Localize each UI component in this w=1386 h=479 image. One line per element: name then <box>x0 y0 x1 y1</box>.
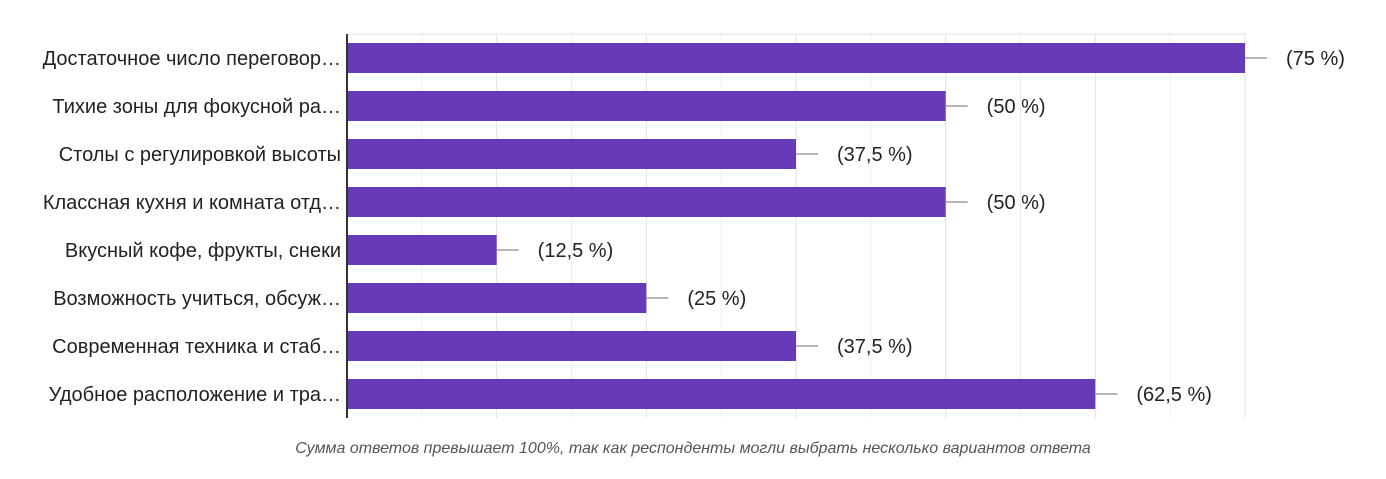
chart-footnote: Сумма ответов превышает 100%, так как ре… <box>295 440 1091 457</box>
bar <box>347 139 796 169</box>
category-label: Столы с регулировкой высоты <box>59 144 341 166</box>
bar <box>347 283 647 313</box>
category-label: Достаточное число переговор… <box>43 48 341 70</box>
bar-value-label: (25 %) <box>687 288 746 310</box>
bar <box>347 379 1096 409</box>
bar-value-label: (50 %) <box>987 192 1046 214</box>
category-label: Вкусный кофе, фрукты, снеки <box>65 240 341 262</box>
bar <box>347 235 497 265</box>
bar-value-label: (37,5 %) <box>837 336 913 358</box>
category-label: Возможность учиться, обсуж… <box>53 288 341 310</box>
bar <box>347 43 1245 73</box>
bar-value-label: (50 %) <box>987 96 1046 118</box>
category-label: Классная кухня и комната отд… <box>43 192 341 214</box>
bar-value-label: (62,5 %) <box>1136 384 1212 406</box>
bar <box>347 91 946 121</box>
bar <box>347 331 796 361</box>
category-label: Удобное расположение и тра… <box>49 384 341 406</box>
bar-value-label: (75 %) <box>1286 48 1345 70</box>
bar <box>347 187 946 217</box>
category-label: Тихие зоны для фокусной ра… <box>52 96 341 118</box>
category-label: Современная техника и стаб… <box>52 336 341 358</box>
bar-value-label: (12,5 %) <box>538 240 614 262</box>
bar-value-label: (37,5 %) <box>837 144 913 166</box>
